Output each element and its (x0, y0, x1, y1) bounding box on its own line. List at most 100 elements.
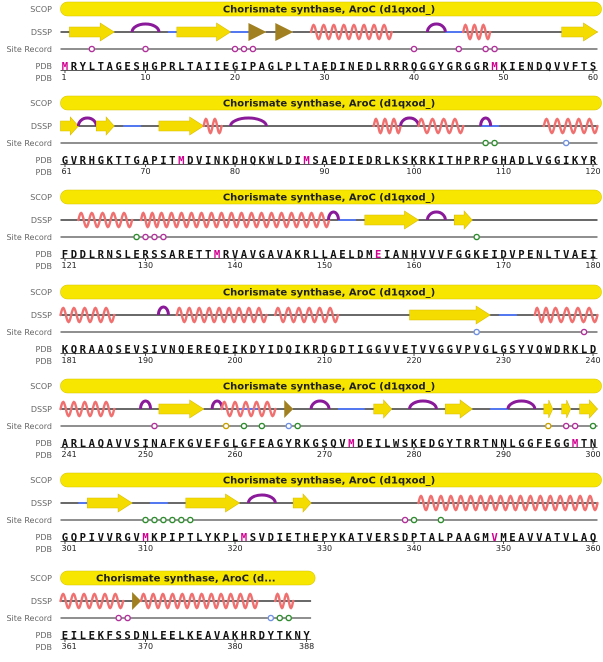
residue[interactable]: A (572, 249, 579, 261)
site-marker[interactable] (544, 422, 552, 430)
residue[interactable]: N (107, 249, 113, 261)
dssp-helix[interactable] (139, 592, 259, 610)
residue[interactable]: F (250, 438, 256, 450)
residue[interactable]: G (465, 61, 471, 73)
residue[interactable]: G (241, 438, 247, 450)
residue[interactable]: T (581, 61, 587, 73)
site-marker[interactable] (142, 233, 149, 241)
dssp-helix[interactable] (59, 400, 116, 418)
residue[interactable]: R (473, 438, 480, 450)
site-marker[interactable] (124, 614, 131, 622)
residue[interactable]: V (107, 532, 114, 544)
residue[interactable]: S (321, 438, 327, 450)
residue[interactable]: R (71, 438, 78, 450)
residue[interactable]: Y (330, 532, 337, 544)
residue[interactable]: G (545, 155, 551, 167)
dssp-strand-arrow[interactable] (158, 399, 205, 419)
residue[interactable]: E (223, 344, 229, 356)
residue[interactable]: D (250, 344, 256, 356)
site-marker[interactable] (473, 233, 480, 241)
residue[interactable]: Y (205, 532, 212, 544)
dssp-helix[interactable] (77, 211, 134, 229)
residue[interactable]: F (447, 249, 453, 261)
residue[interactable]: N (536, 249, 542, 261)
residue[interactable]: A (107, 438, 114, 450)
site-marker[interactable] (562, 139, 570, 147)
dssp-helix[interactable] (274, 306, 340, 324)
residue[interactable]: N (500, 438, 506, 450)
residue[interactable]: L (178, 630, 184, 642)
residue[interactable]: E (89, 630, 95, 642)
residue[interactable]: P (80, 532, 86, 544)
residue[interactable]: P (321, 532, 327, 544)
dssp-strand-arrow[interactable] (87, 493, 133, 513)
residue[interactable]: K (241, 344, 248, 356)
dssp-helix[interactable] (551, 306, 599, 324)
residue[interactable]: T (169, 155, 175, 167)
residue[interactable]: L (277, 61, 283, 73)
residue[interactable]: I (509, 61, 515, 73)
residue[interactable]: R (384, 532, 391, 544)
site-marker[interactable] (115, 614, 122, 622)
residue[interactable]: K (294, 249, 301, 261)
residue[interactable]: L (509, 438, 515, 450)
residue[interactable]: P (482, 155, 488, 167)
residue[interactable]: E (169, 630, 175, 642)
residue[interactable]: Q (250, 155, 256, 167)
residue[interactable]: E (205, 438, 211, 450)
residue[interactable]: G (456, 249, 462, 261)
dssp-strand-arrow[interactable] (60, 116, 79, 136)
residue[interactable]: H (411, 249, 417, 261)
residue[interactable]: I (142, 438, 148, 450)
residue[interactable]: E (357, 155, 363, 167)
scop-domain-bar[interactable] (60, 284, 602, 300)
residue[interactable]: E (312, 532, 318, 544)
residue[interactable]: S (590, 61, 596, 73)
residue[interactable]: E (286, 532, 292, 544)
residue[interactable]: H (241, 155, 247, 167)
residue[interactable]: K (62, 344, 69, 356)
dssp-helix[interactable] (372, 117, 402, 135)
residue[interactable]: S (312, 155, 318, 167)
residue[interactable]: G (518, 438, 524, 450)
site-marker[interactable] (285, 422, 293, 430)
residue[interactable]: K (572, 155, 579, 167)
dssp-turn[interactable] (479, 116, 493, 127)
residue[interactable]: Y (438, 61, 445, 73)
residue[interactable]: L (527, 155, 533, 167)
site-marker[interactable] (88, 45, 96, 53)
residue[interactable]: L (438, 532, 444, 544)
residue[interactable]: L (89, 61, 95, 73)
residue[interactable]: R (80, 155, 87, 167)
residue[interactable]: G (98, 155, 104, 167)
dssp-helix[interactable] (309, 23, 393, 41)
residue[interactable]: L (572, 532, 578, 544)
residue[interactable]: A (312, 61, 319, 73)
residue[interactable]: R (312, 344, 319, 356)
site-marker[interactable] (169, 516, 176, 524)
residue[interactable]: I (71, 630, 77, 642)
site-marker[interactable] (186, 516, 194, 524)
site-marker[interactable] (294, 422, 301, 430)
residue[interactable]: V (473, 344, 480, 356)
site-marker[interactable] (437, 516, 445, 524)
site-marker[interactable] (580, 328, 588, 336)
residue[interactable]: D (80, 249, 86, 261)
residue[interactable]: P (250, 61, 256, 73)
residue[interactable]: Q (98, 438, 104, 450)
residue[interactable]: A (456, 532, 463, 544)
residue[interactable]: K (393, 155, 400, 167)
residue[interactable]: D (500, 249, 506, 261)
residue[interactable]: K (303, 438, 310, 450)
residue[interactable]: I (277, 532, 283, 544)
residue[interactable]: V (563, 532, 570, 544)
residue[interactable]: E (527, 249, 533, 261)
residue[interactable]: G (277, 438, 283, 450)
scop-domain-bar[interactable] (60, 472, 602, 488)
residue[interactable]: R (402, 61, 409, 73)
residue[interactable]: I (357, 344, 363, 356)
residue[interactable]: D (232, 155, 238, 167)
residue[interactable]: S (151, 249, 157, 261)
dssp-helix[interactable] (157, 211, 331, 229)
dssp-turn[interactable] (139, 399, 153, 410)
